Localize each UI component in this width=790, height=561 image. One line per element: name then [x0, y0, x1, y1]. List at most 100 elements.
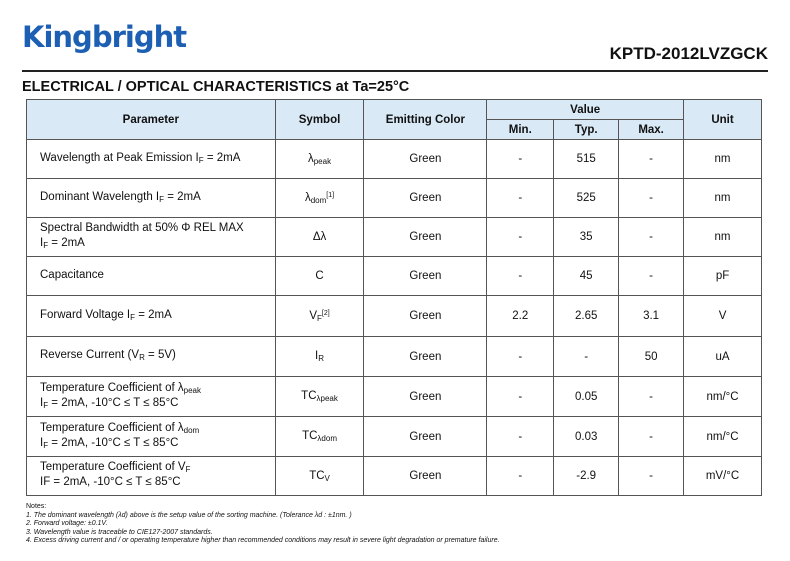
- parameter-cell: Dominant Wavelength IF = 2mA: [26, 178, 276, 218]
- unit-cell: pF: [683, 256, 762, 296]
- unit-cell: nm/°C: [683, 376, 762, 417]
- max-cell: -: [618, 139, 685, 179]
- section-title: ELECTRICAL / OPTICAL CHARACTERISTICS at …: [22, 79, 410, 95]
- table-row: Forward Voltage IF = 2mA VF[2] Green 2.2 2.6…: [26, 295, 762, 337]
- max-cell: 3.1: [618, 295, 685, 337]
- max-cell: 50: [618, 336, 685, 377]
- min-cell: -: [486, 256, 555, 296]
- min-cell: -: [486, 217, 555, 257]
- parameter-line-1: Forward Voltage IF = 2mA: [40, 308, 172, 322]
- typ-cell: -2.9: [553, 456, 620, 496]
- emitting-color-cell: Green: [363, 336, 488, 377]
- note-2: 2. Forward voltage: ±0.1V.: [26, 520, 108, 528]
- notes-title: Notes:: [26, 503, 47, 510]
- emitting-color-cell: Green: [363, 416, 488, 457]
- emitting-color-cell: Green: [363, 256, 488, 296]
- typ-cell: -: [553, 336, 620, 377]
- emitting-color-cell: Green: [363, 376, 488, 417]
- parameter-line-1: Reverse Current (VR = 5V): [40, 349, 176, 362]
- emitting-color-cell: Green: [363, 139, 488, 179]
- header-emitting-color: Emitting Color: [363, 99, 488, 140]
- table-row: Capacitance C Green -45- pF: [26, 256, 762, 296]
- table-row: Temperature Coefficient of λpeak IF = 2mA…: [26, 376, 762, 417]
- typ-cell: 525: [553, 178, 620, 218]
- parameter-cell: Forward Voltage IF = 2mA: [26, 295, 276, 337]
- note-3: 3. Wavelength value is traceable to CIE1…: [26, 528, 213, 536]
- typ-cell: 0.05: [553, 376, 620, 417]
- symbol-cell: TCλdom: [274, 416, 365, 457]
- unit-cell: mV/°C: [683, 456, 762, 496]
- header-divider: [22, 70, 768, 72]
- parameter-line-2: IF = 2mA, -10°C ≤ T ≤ 85°C: [40, 436, 179, 450]
- parameter-cell: Capacitance: [26, 256, 276, 296]
- parameter-line-1: Wavelength at Peak Emission IF = 2mA: [40, 151, 241, 165]
- unit-cell: nm: [683, 178, 762, 218]
- unit-cell: nm/°C: [683, 416, 762, 457]
- table-row: Temperature Coefficient of VF IF = 2mA, -…: [26, 456, 762, 496]
- typ-cell: 0.03: [553, 416, 620, 457]
- parameter-line-2: IF = 2mA, -10°C ≤ T ≤ 85°C: [40, 476, 181, 488]
- unit-cell: nm: [683, 139, 762, 179]
- parameter-cell: Spectral Bandwidth at 50% Φ REL MAX IF = …: [26, 217, 276, 257]
- note-4: 4. Excess driving current and / or opera…: [26, 537, 500, 545]
- header-unit: Unit: [683, 99, 762, 140]
- parameter-line-1: Temperature Coefficient of λpeak: [40, 381, 201, 395]
- min-cell: -: [486, 376, 555, 417]
- min-cell: 2.2: [486, 295, 555, 337]
- max-cell: -: [618, 416, 685, 457]
- header-value: Value: [486, 99, 685, 120]
- min-cell: -: [486, 416, 555, 457]
- table-row: Spectral Bandwidth at 50% Φ REL MAX IF = …: [26, 217, 762, 257]
- parameter-cell: Wavelength at Peak Emission IF = 2mA: [26, 139, 276, 179]
- characteristics-table: Parameter Symbol Emitting Color Value Un…: [26, 99, 762, 496]
- typ-cell: 2.65: [553, 295, 620, 337]
- min-cell: -: [486, 139, 555, 179]
- table-row: Wavelength at Peak Emission IF = 2mA λpea…: [26, 139, 762, 179]
- notes: Notes: 1. The dominant wavelength (λd) a…: [26, 503, 500, 546]
- unit-cell: nm: [683, 217, 762, 257]
- typ-cell: 515: [553, 139, 620, 179]
- header-typ: Typ.: [553, 119, 620, 140]
- typ-cell: 45: [553, 256, 620, 296]
- parameter-line-2: IF = 2mA: [40, 237, 85, 250]
- min-cell: -: [486, 456, 555, 496]
- parameter-line-1: Spectral Bandwidth at 50% Φ REL MAX: [40, 222, 244, 234]
- max-cell: -: [618, 256, 685, 296]
- typ-cell: 35: [553, 217, 620, 257]
- max-cell: -: [618, 178, 685, 218]
- unit-cell: uA: [683, 336, 762, 377]
- symbol-cell: λpeak: [274, 139, 365, 179]
- max-cell: -: [618, 217, 685, 257]
- max-cell: -: [618, 376, 685, 417]
- table-row: Reverse Current (VR = 5V) IR Green - -50 uA: [26, 336, 762, 377]
- parameter-line-1: Capacitance: [40, 268, 104, 281]
- emitting-color-cell: Green: [363, 178, 488, 218]
- parameter-line-1: Dominant Wavelength IF = 2mA: [40, 190, 201, 204]
- emitting-color-cell: Green: [363, 295, 488, 337]
- symbol-cell: C: [274, 256, 365, 296]
- symbol-cell: IR: [274, 336, 365, 377]
- parameter-cell: Temperature Coefficient of λdom IF = 2mA,…: [26, 416, 276, 457]
- header-parameter: Parameter: [26, 99, 276, 140]
- parameter-line-1: Temperature Coefficient of λdom: [40, 421, 200, 435]
- kingbright-logo: Kingbright: [22, 20, 187, 54]
- table-row: Temperature Coefficient of λdom IF = 2mA,…: [26, 416, 762, 457]
- max-cell: -: [618, 456, 685, 496]
- symbol-cell: VF[2]: [274, 295, 365, 337]
- parameter-line-2: IF = 2mA, -10°C ≤ T ≤ 85°C: [40, 396, 179, 410]
- symbol-cell: TCλpeak: [274, 376, 365, 417]
- header-symbol: Symbol: [274, 99, 365, 140]
- symbol-cell: λdom[1]: [274, 178, 365, 218]
- part-number: KPTD-2012LVZGCK: [609, 44, 768, 63]
- parameter-cell: Reverse Current (VR = 5V): [26, 336, 276, 377]
- parameter-cell: Temperature Coefficient of λpeak IF = 2mA…: [26, 376, 276, 417]
- min-cell: -: [486, 336, 555, 377]
- table-row: Dominant Wavelength IF = 2mA λdom[1] Green…: [26, 178, 762, 218]
- symbol-cell: Δλ: [274, 217, 365, 257]
- emitting-color-cell: Green: [363, 456, 488, 496]
- symbol-cell: TCV: [274, 456, 365, 496]
- header-min: Min.: [486, 119, 555, 140]
- header-max: Max.: [618, 119, 685, 140]
- emitting-color-cell: Green: [363, 217, 488, 257]
- unit-cell: V: [683, 295, 762, 337]
